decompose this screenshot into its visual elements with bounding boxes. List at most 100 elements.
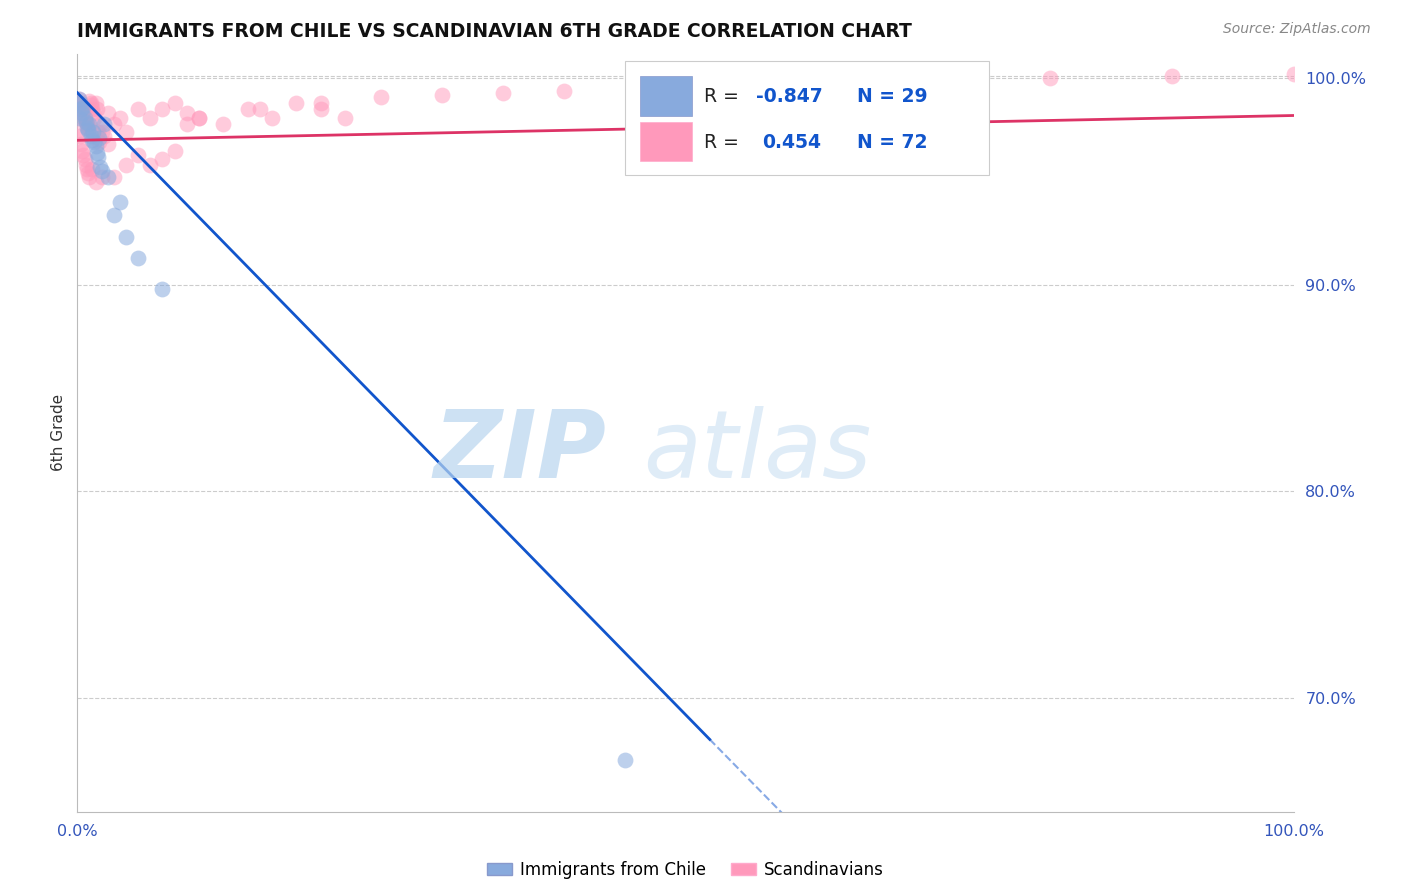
Point: [115, 230, 138, 244]
Point: [139, 158, 162, 172]
Point: [127, 251, 149, 265]
Point: [108, 111, 131, 125]
Point: [79, 117, 101, 131]
Point: [72, 108, 94, 122]
Point: [73, 152, 96, 166]
Point: [76, 162, 98, 177]
Point: [76, 117, 98, 131]
Point: [86, 145, 108, 160]
Point: [139, 111, 162, 125]
Point: [918, 73, 941, 87]
Point: [249, 103, 271, 117]
Point: [77, 166, 100, 180]
Point: [87, 150, 110, 164]
Point: [553, 84, 575, 98]
Point: [152, 152, 174, 166]
Point: [492, 86, 515, 100]
Point: [115, 158, 138, 172]
Point: [80, 133, 103, 147]
Text: 0.454: 0.454: [762, 133, 821, 152]
Point: [188, 111, 211, 125]
Point: [1282, 67, 1305, 81]
Point: [69, 129, 91, 144]
Text: N = 72: N = 72: [844, 133, 927, 152]
Point: [80, 162, 103, 177]
Point: [309, 103, 332, 117]
Point: [309, 96, 332, 111]
Point: [89, 117, 111, 131]
Point: [163, 144, 186, 158]
Text: atlas: atlas: [643, 406, 872, 497]
Point: [87, 125, 110, 139]
Point: [89, 131, 111, 145]
Point: [103, 208, 125, 222]
Point: [90, 164, 112, 178]
Legend: Immigrants from Chile, Scandinavians: Immigrants from Chile, Scandinavians: [479, 854, 891, 885]
Point: [84, 139, 107, 153]
Text: -0.847: -0.847: [756, 87, 823, 106]
Point: [83, 136, 105, 150]
Point: [613, 753, 636, 767]
Point: [89, 136, 111, 150]
Point: [103, 170, 125, 185]
Point: [70, 137, 93, 152]
Point: [79, 170, 101, 185]
Point: [103, 117, 125, 131]
Point: [260, 111, 283, 125]
Point: [97, 106, 120, 120]
Point: [82, 106, 104, 120]
Point: [76, 120, 98, 135]
Point: [796, 75, 818, 89]
Point: [67, 123, 90, 137]
Point: [80, 103, 103, 117]
Point: [127, 147, 149, 161]
Point: [115, 125, 138, 139]
Point: [80, 98, 103, 112]
Point: [69, 96, 91, 111]
Point: [70, 103, 93, 117]
Point: [77, 120, 100, 135]
Point: [93, 129, 115, 144]
Point: [1039, 71, 1062, 86]
Point: [90, 170, 112, 185]
Point: [75, 114, 97, 128]
Point: [675, 79, 697, 94]
Text: R =: R =: [703, 133, 751, 152]
Point: [285, 96, 308, 111]
Y-axis label: 6th Grade: 6th Grade: [51, 394, 66, 471]
Point: [97, 170, 120, 185]
Point: [108, 195, 131, 210]
Point: [89, 160, 111, 174]
Text: IMMIGRANTS FROM CHILE VS SCANDINAVIAN 6TH GRADE CORRELATION CHART: IMMIGRANTS FROM CHILE VS SCANDINAVIAN 6T…: [77, 22, 912, 41]
FancyBboxPatch shape: [640, 122, 692, 161]
Point: [163, 96, 186, 111]
Point: [127, 103, 149, 117]
Point: [77, 123, 100, 137]
FancyBboxPatch shape: [640, 77, 692, 116]
Point: [97, 137, 120, 152]
Point: [70, 144, 93, 158]
Point: [80, 96, 103, 111]
Text: Source: ZipAtlas.com: Source: ZipAtlas.com: [1223, 22, 1371, 37]
Text: N = 29: N = 29: [844, 87, 927, 106]
Point: [79, 94, 101, 108]
Point: [370, 90, 392, 104]
Point: [83, 111, 105, 125]
Point: [73, 112, 96, 127]
Point: [70, 100, 93, 114]
Point: [84, 96, 107, 111]
Point: [70, 104, 93, 119]
Point: [176, 106, 198, 120]
Point: [176, 117, 198, 131]
Point: [90, 125, 112, 139]
Point: [188, 111, 211, 125]
Text: ZIP: ZIP: [433, 406, 606, 498]
Point: [69, 96, 91, 111]
Point: [67, 92, 90, 106]
Point: [212, 117, 235, 131]
FancyBboxPatch shape: [624, 62, 990, 175]
Point: [1161, 69, 1184, 83]
Point: [67, 111, 90, 125]
Point: [72, 100, 94, 114]
Point: [70, 106, 93, 120]
